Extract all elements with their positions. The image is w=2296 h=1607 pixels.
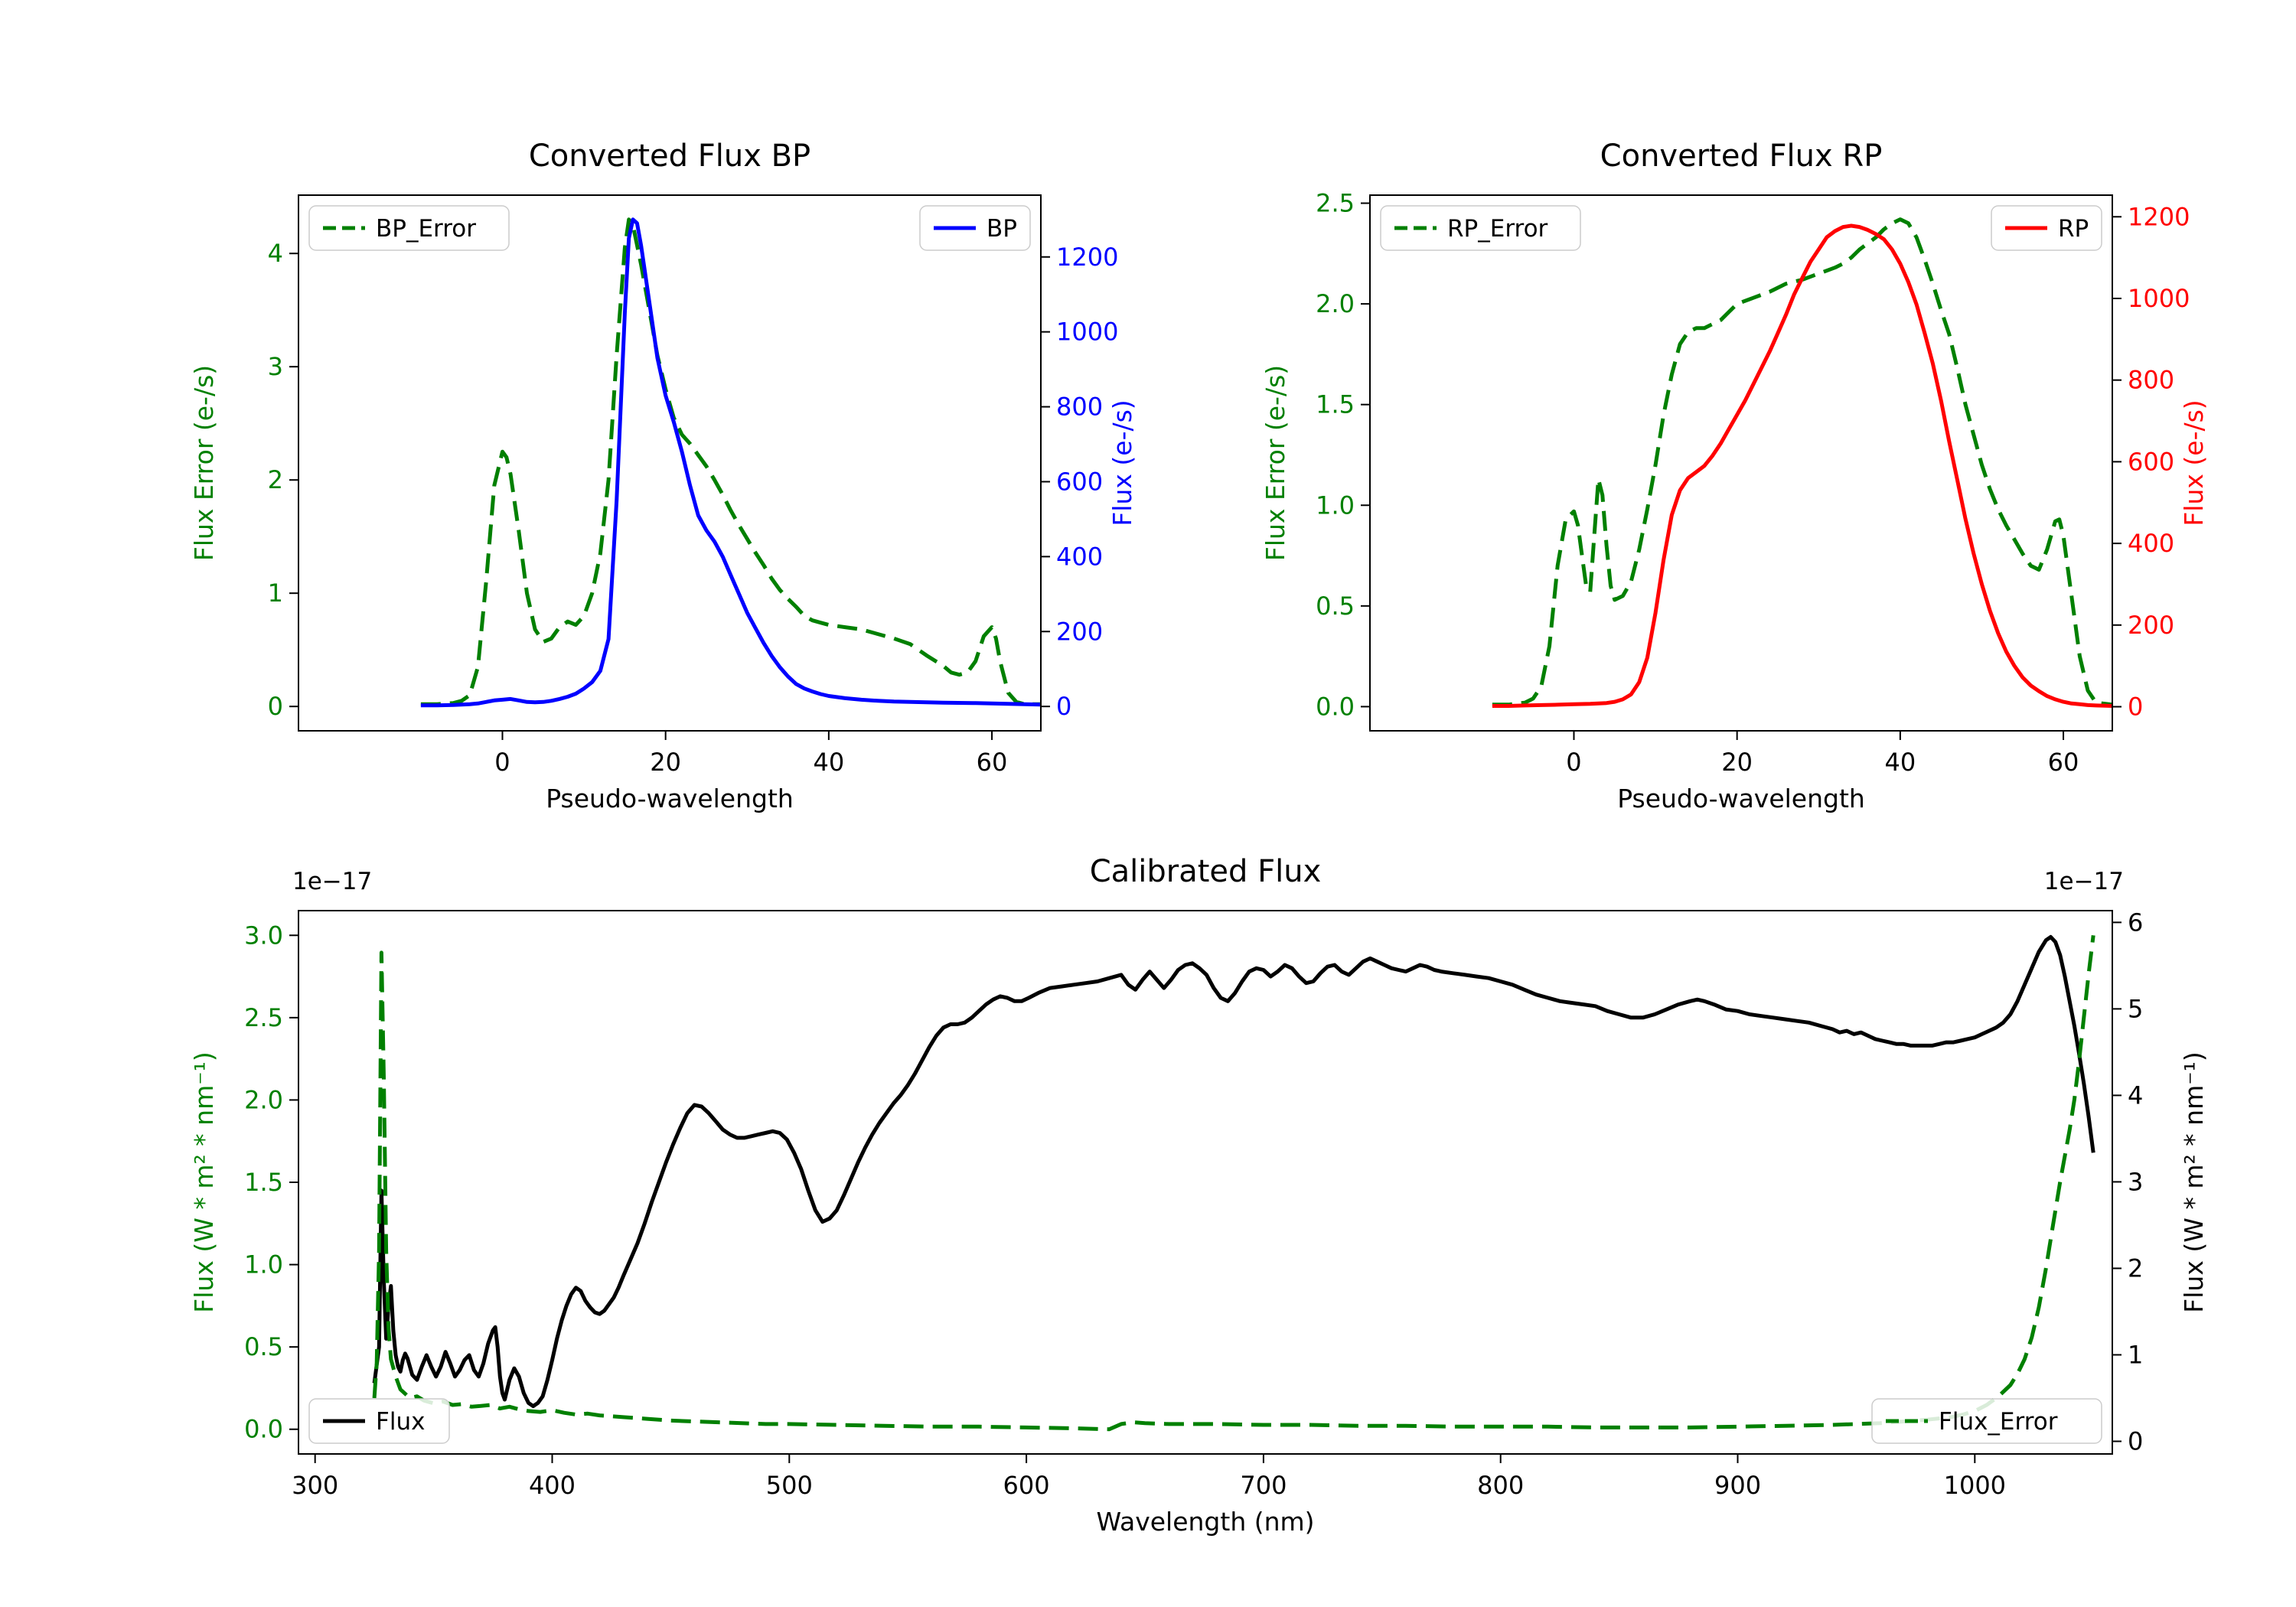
offset-text-right: 1e−17 — [2044, 868, 2124, 895]
right-axis-label: Flux (W * m² * nm⁻¹) — [2179, 1051, 2209, 1313]
x-tick-label: 60 — [2048, 748, 2079, 777]
legend-label: Flux — [376, 1408, 425, 1436]
left-tick-label: 4 — [268, 239, 283, 268]
legend-RP_Error: RP_Error — [1380, 205, 1581, 251]
left-tick-label: 2.0 — [1316, 289, 1355, 318]
series-RP_Error — [1492, 217, 2112, 707]
offset-text-left: 1e−17 — [292, 868, 372, 895]
x-tick-label: 40 — [813, 748, 844, 777]
right-tick-label: 200 — [2128, 611, 2174, 640]
left-axis-label: Flux Error (e-/s) — [1261, 365, 1290, 561]
right-tick-label: 1 — [2128, 1340, 2143, 1369]
x-tick-label: 20 — [1721, 748, 1753, 777]
plot-border — [298, 910, 2113, 1455]
right-tick-label: 4 — [2128, 1081, 2143, 1110]
chart-title: Converted Flux RP — [1600, 139, 1883, 174]
chart-title: Converted Flux BP — [529, 139, 810, 174]
chart-calibrated-flux: 300 400 500 600 700 800 900 1000 0.0 0.5 1.0 1.5 2.0… — [189, 854, 2209, 1537]
x-tick-label: 500 — [766, 1471, 813, 1500]
legend-BP_Error: BP_Error — [308, 205, 510, 251]
series-Flux — [372, 934, 2095, 1409]
left-tick-label: 1 — [268, 579, 283, 608]
left-tick-label: 2.5 — [1316, 189, 1355, 218]
legend-box — [308, 205, 510, 251]
left-tick-label: 0.5 — [1316, 592, 1355, 621]
legend-box — [308, 1398, 450, 1444]
legend-Flux: Flux — [308, 1398, 450, 1444]
legend-box — [1380, 205, 1581, 251]
left-tick-label: 0 — [268, 692, 283, 721]
right-axis-label: Flux (e-/s) — [2179, 399, 2209, 526]
left-tick-label: 0.0 — [244, 1415, 283, 1444]
legend-BP: BP — [919, 205, 1031, 251]
right-tick-label: 1000 — [1056, 318, 1118, 347]
x-tick-label: 900 — [1714, 1471, 1761, 1500]
series-Flux_Error — [372, 934, 2095, 1432]
right-tick-label: 6 — [2128, 908, 2143, 937]
left-axis-label: Flux (W * m² * nm⁻¹) — [189, 1051, 219, 1313]
x-tick-label: 300 — [292, 1471, 338, 1500]
x-tick-label: 600 — [1003, 1471, 1050, 1500]
series-BP_Error — [420, 217, 1041, 706]
right-tick-label: 400 — [2128, 529, 2174, 558]
left-tick-label: 1.0 — [1316, 491, 1355, 520]
right-tick-label: 1200 — [2128, 202, 2190, 231]
right-tick-label: 3 — [2128, 1167, 2143, 1196]
x-axis-label: Pseudo-wavelength — [1617, 784, 1865, 813]
right-tick-label: 0 — [2128, 1426, 2143, 1455]
x-tick-label: 1000 — [1944, 1471, 2006, 1500]
left-tick-label: 2.0 — [244, 1085, 283, 1114]
left-tick-label: 3.0 — [244, 921, 283, 950]
left-tick-label: 3 — [268, 352, 283, 381]
legend-Flux_Error: Flux_Error — [1871, 1398, 2102, 1444]
series-BP — [420, 217, 1041, 708]
legend-label: Flux_Error — [1939, 1408, 2058, 1436]
right-axis-label: Flux (e-/s) — [1107, 399, 1137, 526]
x-tick-label: 800 — [1477, 1471, 1524, 1500]
left-axis-label: Flux Error (e-/s) — [189, 365, 219, 561]
right-tick-label: 400 — [1056, 542, 1103, 571]
left-tick-label: 1.0 — [244, 1250, 283, 1279]
x-axis-label: Wavelength (nm) — [1096, 1507, 1314, 1537]
left-tick-label: 0.5 — [244, 1332, 283, 1361]
chart-converted-flux-rp: 0 20 40 60 0.0 0.5 1.0 1.5 2.0 2.5 Flux Error (e-/… — [1261, 139, 2209, 813]
chart-title: Calibrated Flux — [1090, 854, 1322, 889]
right-tick-label: 600 — [2128, 447, 2174, 476]
left-tick-label: 0.0 — [1316, 692, 1355, 721]
legend-label: BP — [987, 215, 1017, 243]
x-axis-label: Pseudo-wavelength — [546, 784, 794, 813]
right-tick-label: 1200 — [1056, 243, 1118, 272]
x-tick-label: 60 — [977, 748, 1008, 777]
right-tick-label: 200 — [1056, 617, 1103, 646]
x-tick-label: 20 — [650, 748, 681, 777]
right-tick-label: 1000 — [2128, 284, 2190, 313]
right-tick-label: 0 — [2128, 693, 2143, 722]
plot-border — [1369, 194, 2113, 732]
right-tick-label: 0 — [1056, 692, 1071, 721]
legend-box — [1871, 1398, 2102, 1444]
x-tick-label: 700 — [1240, 1471, 1287, 1500]
right-tick-label: 5 — [2128, 994, 2143, 1023]
left-tick-label: 2 — [268, 465, 283, 494]
legend-RP: RP — [1991, 205, 2102, 251]
right-tick-label: 800 — [1056, 393, 1103, 422]
legend-label: RP_Error — [1447, 215, 1548, 243]
legend-label: RP — [2058, 215, 2089, 243]
x-tick-label: 0 — [1566, 748, 1581, 777]
x-tick-label: 40 — [1884, 748, 1916, 777]
series-RP — [1492, 223, 2112, 708]
left-tick-label: 1.5 — [244, 1168, 283, 1197]
left-tick-label: 1.5 — [1316, 390, 1355, 419]
right-tick-label: 800 — [2128, 366, 2174, 395]
x-tick-label: 400 — [529, 1471, 576, 1500]
left-tick-label: 2.5 — [244, 1003, 283, 1032]
legend-label: BP_Error — [376, 215, 476, 243]
plot-border — [298, 194, 1042, 732]
x-tick-label: 0 — [494, 748, 510, 777]
right-tick-label: 600 — [1056, 467, 1103, 496]
right-tick-label: 2 — [2128, 1253, 2143, 1283]
